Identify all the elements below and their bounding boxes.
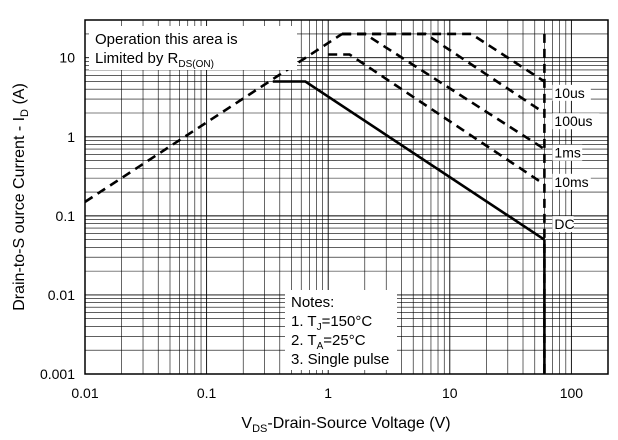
rds-limit-line1: Operation this area is [95, 31, 238, 48]
note-single-pulse: 3. Single pulse [291, 351, 389, 368]
rds-limit-line2: Limited by R [95, 50, 179, 67]
note-tj-subscript: J [317, 322, 322, 333]
x-tick-label: 0.1 [197, 385, 217, 401]
series-line-100us [342, 32, 546, 115]
y-axis-label-suffix: (A) [11, 83, 28, 109]
rds-limit-subscript: DS(ON) [178, 59, 214, 70]
x-axis-label-prefix: V [241, 415, 252, 432]
y-tick-label: 0.1 [56, 208, 76, 224]
series-line-dc [272, 80, 546, 241]
curve-label-100us: 100us [554, 113, 592, 129]
y-tick-label: 1 [67, 129, 75, 145]
x-axis-label-sub: DS [252, 423, 267, 435]
x-tick-label: 0.01 [71, 385, 98, 401]
svg-text:1. TJ=150°C: 1. TJ=150°C [291, 313, 372, 333]
rds-limit-annotation-bg [89, 26, 297, 70]
curve-label-dc: DC [554, 216, 574, 232]
y-axis-label: Drain-to-S ource Current - ID (A) [11, 83, 31, 311]
series-line-10ms [328, 53, 546, 186]
notes-annotation: Notes: 1. TJ=150°C 2. TA=25°C 3. Single … [285, 290, 397, 370]
y-tick-label: 0.01 [48, 287, 75, 303]
x-tick-label: 100 [560, 385, 584, 401]
x-axis-label-suffix: -Drain-Source Voltage (V) [267, 415, 450, 432]
curve-label-10ms: 10ms [554, 174, 588, 190]
plot-frame [84, 19, 609, 375]
y-axis-label-sub: D [19, 109, 31, 117]
curve-label-bg-10ms [552, 173, 591, 190]
curve-label-bg-100us [552, 113, 600, 130]
svg-text:Operation this area is: Operation this area is [95, 31, 238, 48]
y-tick-label: 10 [59, 50, 75, 66]
svg-text:Notes:: Notes: [291, 294, 334, 311]
x-tick-label: 10 [442, 385, 458, 401]
series-line-1ms [342, 32, 546, 151]
curve-label-bg-10us [552, 84, 591, 101]
note-ta-value: =25°C [323, 332, 365, 349]
svg-text:3. Single pulse: 3. Single pulse [291, 351, 389, 368]
curve-label-10us: 10us [554, 85, 584, 101]
rds-limit-annotation: Operation this area is Limited by RDS(ON… [89, 26, 297, 70]
note-ta: 2. T [291, 332, 317, 349]
curve-label-1ms: 1ms [554, 145, 580, 161]
notes-title: Notes: [291, 294, 334, 311]
svg-text:2. TA=25°C: 2. TA=25°C [291, 332, 366, 352]
x-axis-label: VDS-Drain-Source Voltage (V) [241, 415, 450, 435]
series-line-rds-on-limit [84, 32, 343, 203]
y-tick-label: 0.001 [40, 366, 75, 382]
curve-label-bg-dc [552, 216, 574, 233]
note-tj-value: =150°C [322, 313, 373, 330]
y-axis-label-prefix: Drain-to-S ource Current - I [11, 117, 28, 311]
tick-labels: 0.01 0.1 1 10 100 0.001 0.01 0.1 1 10 [40, 50, 583, 401]
curve-label-bg-1ms [552, 144, 583, 161]
svg-text:Limited by RDS(ON): Limited by RDS(ON) [95, 50, 214, 70]
curve-labels: 10us 100us 1ms 10ms DC [552, 84, 600, 233]
series-line-10us [342, 32, 546, 83]
note-ta-subscript: A [317, 341, 324, 352]
notes-annotation-bg [285, 290, 397, 370]
note-tj: 1. T [291, 313, 317, 330]
series-lines [84, 32, 546, 374]
x-tick-label: 1 [324, 385, 332, 401]
